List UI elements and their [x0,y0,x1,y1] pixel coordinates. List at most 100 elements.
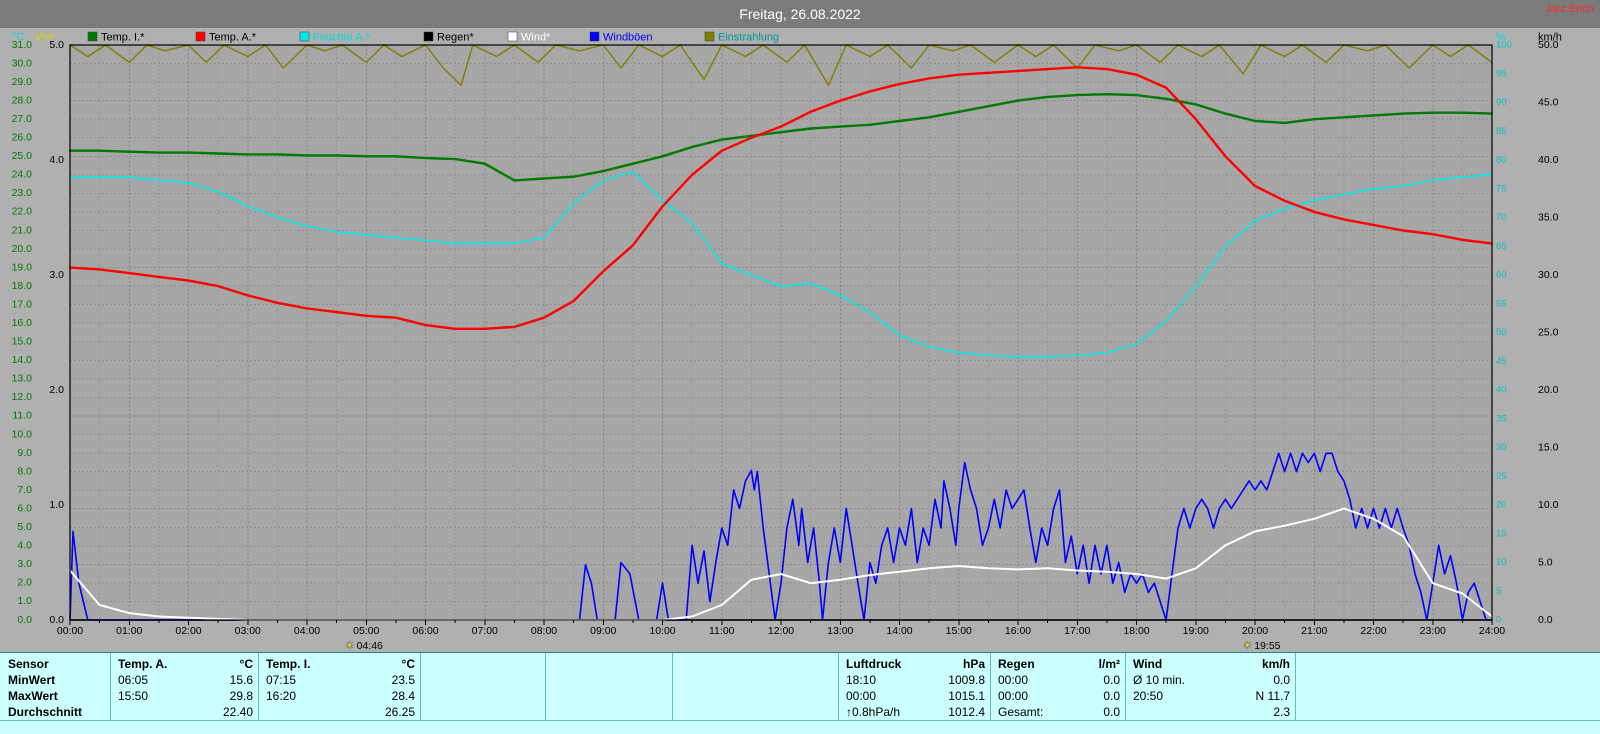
table-cell-1-6 [545,672,672,688]
x-axis-label: 06:00 [412,625,438,637]
table-separator [420,653,421,720]
legend-swatch-feuchte-a [299,31,310,42]
table-cell-2-6 [545,688,672,704]
x-axis-label: 02:00 [175,625,201,637]
x-axis-label: 24:00 [1479,625,1505,637]
table-cell-1-4: 23.5 [391,673,415,687]
axis-label-temp: 29.0 [12,76,33,88]
table-cell-2-14 [1295,688,1600,704]
axis-label-temp: 28.0 [12,94,33,106]
sun-marker-time: 04:46 [357,640,383,652]
table-cell-3-4: 26.25 [384,705,415,719]
chart-area: 0.0 1.0 2.0 3.0 4.0 5.0 6.0 7.0 8.0 9.0 10.0 11.0 12… [0,28,1600,652]
axis-label-temp: 20.0 [12,243,33,255]
series-feuchte-a [69,170,1493,358]
axis-label-temp: 25.0 [12,150,33,162]
x-axis-label: 03:00 [235,625,261,637]
axis-label-temp: 17.0 [12,298,33,310]
table-cell-1-5 [420,672,545,688]
sun-marker-time: 19:55 [1254,640,1280,652]
legend-label-einstrahlung: Einstrahlung [718,31,779,43]
axis-label-humidity: 90 [1496,97,1507,108]
axis-label-temp: 15.0 [12,336,33,348]
table-cell-0-13: km/h [1261,657,1290,671]
axis-label-temp: 8.0 [17,465,32,477]
axis-label-wind: 45.0 [1538,96,1559,108]
axis-label-wind: 30.0 [1538,269,1559,281]
axis-label-temp: 6.0 [17,502,32,514]
table-cell-2-1: 15:50 [118,689,149,703]
axis-label-temp: 7.0 [17,484,32,496]
table-cell-3-8: ↑0.8hPa/h [846,705,901,719]
axis-label-humidity: 60 [1496,270,1507,281]
table-cell-2-9: 1015.1 [948,689,985,703]
x-axis-label: 23:00 [1420,625,1446,637]
axis-label-humidity: 10 [1496,557,1507,568]
axis-label-rain: 0.0 [49,614,64,626]
axis-label-temp: 26.0 [12,132,33,144]
x-axis-label: 20:00 [1242,625,1268,637]
axis-label-humidity: 70 [1496,212,1507,223]
weather-chart[interactable]: 0.0 1.0 2.0 3.0 4.0 5.0 6.0 7.0 8.0 9.0 10.0 11.0 12… [0,28,1600,652]
table-separator [545,653,546,720]
axis-label-temp: 14.0 [12,354,33,366]
series-windb-en [69,452,1493,621]
table-cell-0-4: °C [401,657,415,671]
legend-swatch-temp-i [87,31,98,42]
axis-label-wind: 10.0 [1538,499,1559,511]
table-cell-0-9: hPa [962,657,985,671]
axis-label-temp: 16.0 [12,317,33,329]
table-separator [110,653,111,720]
table-cell-2-5 [420,688,545,704]
axis-label-temp: 3.0 [17,558,32,570]
table-cell-2-11: 0.0 [1103,689,1120,703]
axis-label-temp: 10.0 [12,428,33,440]
table-cell-1-11: 0.0 [1103,673,1120,687]
axis-label-temp: 11.0 [12,410,32,422]
axis-label-humidity: 25 [1496,471,1507,482]
axis-label-humidity: 65 [1496,241,1507,252]
axis-label-humidity: 100 [1496,40,1512,51]
sun-icon: ☀ [345,640,355,652]
axis-label-wind: 15.0 [1538,441,1559,453]
axis-label-wind: 20.0 [1538,384,1559,396]
axis-label-temp: 27.0 [12,113,33,125]
table-cell-3-2: 22.40 [222,705,253,719]
axis-label-temp: 13.0 [12,373,33,385]
axis-label-temp: 18.0 [12,280,33,292]
table-cell-0-2: °C [239,657,253,671]
axis-label-humidity: 40 [1496,385,1507,396]
table-cell-1-13: 0.0 [1273,673,1290,687]
table-cell-1-10: 00:00 [998,673,1029,687]
axis-unit-c: °C [12,31,24,43]
table-cell-0-12: Wind [1133,657,1163,671]
legend-label-regen: Regen* [437,31,474,43]
axis-label-wind: 50.0 [1538,39,1559,51]
series-temp-a [68,66,1494,330]
axis-label-temp: 2.0 [17,577,32,589]
table-cell-2-13: N 11.7 [1255,689,1290,703]
table-cell-3-14 [1295,704,1600,720]
table-separator [1295,653,1296,720]
table-cell-3-12 [1125,704,1215,720]
axis-label-temp: 0.0 [17,614,32,626]
table-cell-0-3: Temp. I. [266,657,311,671]
axis-label-humidity: 35 [1496,413,1507,424]
x-axis-label: 19:00 [1183,625,1209,637]
table-cell-1-0: MinWert [8,673,56,687]
axis-label-rain: 1.0 [49,499,64,511]
table-cell-0-0: Sensor [8,657,49,671]
x-axis-label: 13:00 [827,625,853,637]
legend-label-wind: Wind* [521,31,551,43]
x-axis-label: 22:00 [1360,625,1386,637]
table-cell-0-10: Regen [998,657,1035,671]
table-cell-2-8: 00:00 [846,689,877,703]
table-cell-3-9: 1012.4 [948,705,985,719]
table-cell-1-7 [672,672,838,688]
axis-label-temp: 23.0 [12,187,33,199]
statistics-table: Sensor Temp. A. °C Temp. I. °C Luftdruck hPa Re… [0,652,1600,734]
table-bottom-line [0,720,1600,721]
table-cell-2-7 [672,688,838,704]
legend-swatch-windb-en [589,31,600,42]
author-label: Jarz Erich [1545,3,1594,15]
